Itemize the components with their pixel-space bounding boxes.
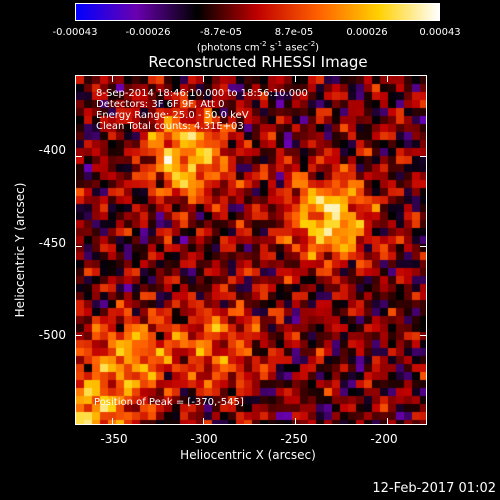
y-tick-mark [420,245,427,247]
colorbar-tick: 8.7e-05 [274,27,314,38]
y-tick-label: -500 [38,328,66,342]
x-tick-mark [111,75,113,82]
y-tick-mark [75,335,82,337]
colorbar-units: (photons cm-2 s-1 asec-2) [196,40,320,54]
heatmap-plot-area: 8-Sep-2014 18:46:10.000 to 18:56:10.000 … [75,75,427,425]
y-tick-mark [420,155,427,157]
colorbar-tick: -8.7e-05 [200,27,242,38]
x-tick-label: -200 [370,432,398,446]
annotation-energy-range: Energy Range: 25.0 - 50.0 keV [96,110,249,121]
colorbar-tick: 0.00026 [346,27,388,38]
x-tick-label: -300 [190,432,218,446]
colorbar [75,3,440,21]
x-tick-mark [386,418,388,425]
y-axis-label: Heliocentric Y (arcsec) [13,182,27,318]
y-tick-mark [420,335,427,337]
x-tick-label: -250 [280,432,308,446]
y-tick-mark [75,245,82,247]
annotation-detectors: Detectors: 3F 6F 9F, Att 0 [96,99,225,110]
colorbar-tick: -0.00043 [52,27,98,38]
x-axis-label: Heliocentric X (arcsec) [180,448,316,462]
y-tick-mark [75,155,82,157]
colorbar-tick: -0.00026 [125,27,171,38]
x-tick-mark [203,418,205,425]
plot-title: Reconstructed RHESSI Image [148,53,368,71]
x-tick-mark [203,75,205,82]
x-tick-label: -350 [100,432,128,446]
x-tick-mark [111,418,113,425]
footer-timestamp: 12-Feb-2017 01:02 [372,481,496,496]
annotation-time-range: 8-Sep-2014 18:46:10.000 to 18:56:10.000 [96,88,308,99]
x-tick-mark [295,75,296,82]
heatmap-canvas [76,76,426,424]
x-tick-mark [295,418,296,425]
y-tick-label: -450 [38,236,66,250]
annotation-method-counts: Clean Total counts: 4.31E+03 [96,121,244,132]
x-tick-mark [386,75,388,82]
peak-position-label: Position of Peak = [-370,-545] [94,397,244,408]
colorbar-tick: 0.00043 [419,27,461,38]
y-tick-label: -400 [38,143,66,157]
